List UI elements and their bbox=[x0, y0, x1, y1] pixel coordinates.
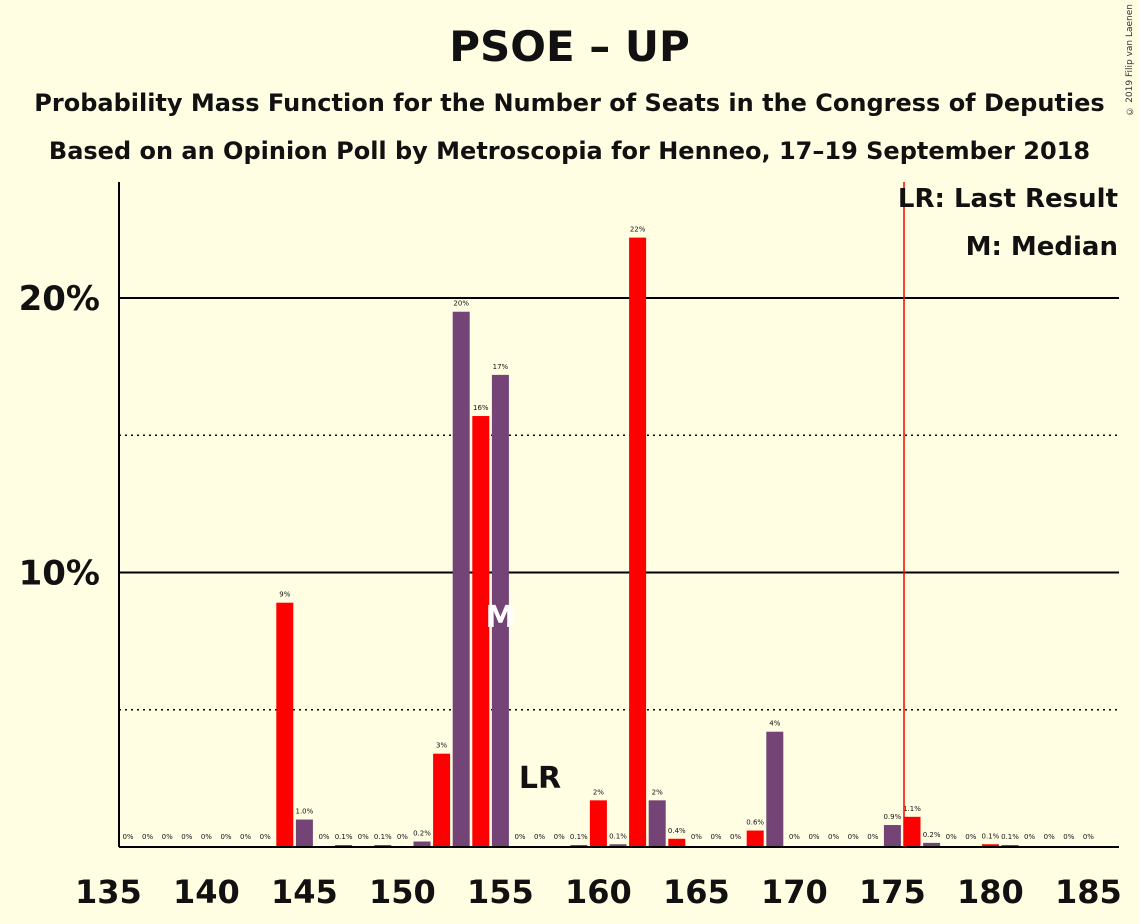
bar-value-label: 0% bbox=[142, 833, 153, 841]
bar-value-label: 0% bbox=[181, 833, 192, 841]
bar bbox=[629, 237, 647, 848]
x-tick-label: 140 bbox=[173, 873, 240, 911]
bar-value-label: 0% bbox=[122, 833, 133, 841]
bar bbox=[609, 844, 627, 847]
bar-value-label: 2% bbox=[593, 788, 604, 796]
x-tick-label: 170 bbox=[761, 873, 828, 911]
chart-subtitle-1: Probability Mass Function for the Number… bbox=[34, 89, 1105, 117]
bar-value-label: 1.1% bbox=[903, 805, 921, 813]
x-tick-label: 165 bbox=[663, 873, 730, 911]
legend-median: M: Median bbox=[965, 232, 1118, 262]
bar-value-label: 0% bbox=[710, 833, 721, 841]
x-tick-label: 150 bbox=[369, 873, 436, 911]
bar-value-label: 0% bbox=[318, 833, 329, 841]
bar-value-label: 0% bbox=[514, 833, 525, 841]
bar-value-label: 0% bbox=[534, 833, 545, 841]
bar bbox=[648, 800, 666, 847]
y-tick-label: 10% bbox=[19, 554, 100, 594]
x-tick-label: 155 bbox=[467, 873, 534, 911]
legend-last-result: LR: Last Result bbox=[897, 184, 1118, 214]
bar-value-label: 0% bbox=[1044, 833, 1055, 841]
bar bbox=[923, 842, 941, 847]
bar-value-label: 0.1% bbox=[609, 832, 627, 840]
bar-value-label: 0.1% bbox=[335, 833, 353, 841]
bar bbox=[472, 416, 490, 847]
last-result-marker: LR bbox=[519, 761, 561, 796]
bar bbox=[491, 374, 509, 847]
bar-value-label: 0% bbox=[220, 833, 231, 841]
bar bbox=[276, 602, 294, 847]
median-marker: M bbox=[485, 600, 515, 635]
bar bbox=[668, 838, 686, 847]
bar-value-label: 0% bbox=[828, 833, 839, 841]
chart-title: PSOE – UP bbox=[449, 22, 690, 71]
bar-value-label: 1.0% bbox=[296, 808, 314, 816]
bar bbox=[883, 825, 901, 847]
bar-value-label: 0% bbox=[965, 833, 976, 841]
bar-value-label: 0.9% bbox=[884, 813, 902, 821]
bar-value-label: 0% bbox=[808, 833, 819, 841]
bar-value-label: 0% bbox=[1024, 833, 1035, 841]
bar-value-label: 9% bbox=[279, 591, 290, 599]
bar bbox=[413, 841, 431, 847]
bar-value-label: 0.2% bbox=[923, 831, 941, 839]
bar-value-label: 0% bbox=[848, 833, 859, 841]
bar-value-label: 0% bbox=[867, 833, 878, 841]
x-tick-label: 180 bbox=[957, 873, 1024, 911]
x-tick-label: 185 bbox=[1055, 873, 1122, 911]
bar bbox=[589, 800, 607, 847]
bar-value-label: 16% bbox=[473, 404, 489, 412]
bar-value-label: 0% bbox=[946, 833, 957, 841]
bar-value-label: 0% bbox=[397, 833, 408, 841]
bar bbox=[295, 819, 313, 847]
bar-value-label: 0.1% bbox=[982, 832, 1000, 840]
bar-value-label: 2% bbox=[652, 788, 663, 796]
bar-value-label: 0% bbox=[358, 833, 369, 841]
bar-value-label: 0.1% bbox=[1001, 833, 1019, 841]
bar bbox=[452, 311, 470, 848]
bar-value-label: 0% bbox=[789, 833, 800, 841]
x-tick-label: 175 bbox=[859, 873, 926, 911]
x-tick-label: 160 bbox=[565, 873, 632, 911]
bar-value-label: 0% bbox=[1063, 833, 1074, 841]
bar-value-label: 4% bbox=[769, 720, 780, 728]
bar-value-label: 0.1% bbox=[570, 833, 588, 841]
bar-value-label: 0.6% bbox=[746, 819, 764, 827]
bar-value-label: 0% bbox=[162, 833, 173, 841]
bar-value-label: 17% bbox=[493, 363, 509, 371]
bar-value-label: 0% bbox=[201, 833, 212, 841]
bar-value-label: 0.2% bbox=[413, 830, 431, 838]
x-tick-label: 145 bbox=[271, 873, 338, 911]
bar bbox=[766, 731, 784, 847]
bar-value-label: 0% bbox=[691, 833, 702, 841]
bar bbox=[981, 844, 999, 847]
bar-value-label: 0% bbox=[240, 833, 251, 841]
bar-value-label: 0% bbox=[554, 833, 565, 841]
bar bbox=[746, 830, 764, 847]
bar-value-label: 3% bbox=[436, 742, 447, 750]
bar-value-label: 0% bbox=[260, 833, 271, 841]
bar bbox=[903, 816, 921, 847]
y-tick-label: 20% bbox=[19, 279, 100, 319]
chart-subtitle-2: Based on an Opinion Poll by Metroscopia … bbox=[48, 137, 1091, 165]
bar bbox=[433, 753, 451, 847]
bar-value-label: 0% bbox=[1083, 833, 1094, 841]
bar-value-label: 0.1% bbox=[374, 833, 392, 841]
x-tick-label: 135 bbox=[75, 873, 142, 911]
bar-value-label: 20% bbox=[453, 300, 469, 308]
bar-value-label: 22% bbox=[630, 226, 646, 234]
bar-value-label: 0% bbox=[730, 833, 741, 841]
bar-value-label: 0.4% bbox=[668, 827, 686, 835]
